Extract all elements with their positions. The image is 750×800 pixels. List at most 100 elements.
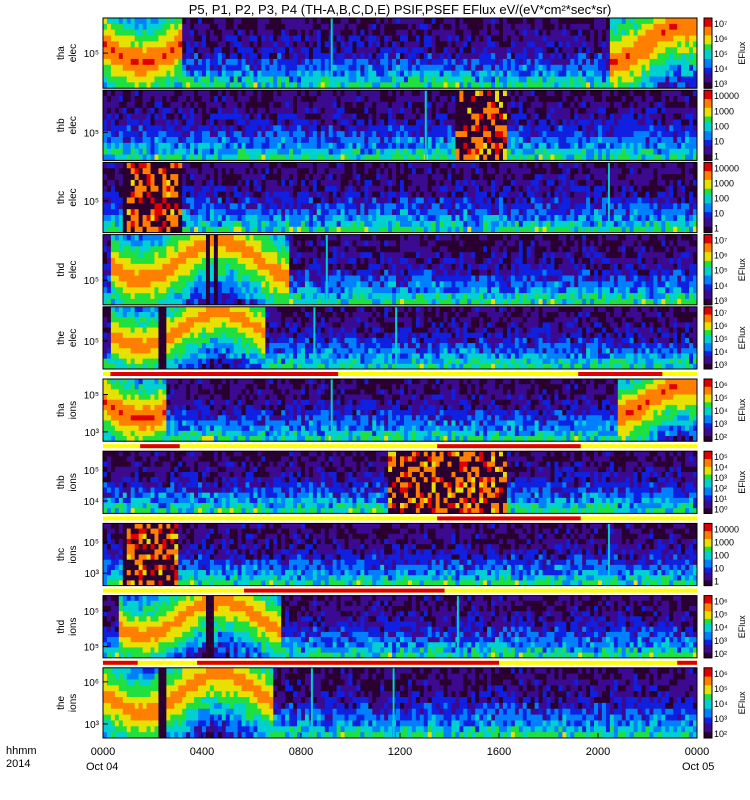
spectrogram-cell bbox=[114, 148, 120, 155]
colorbar-step bbox=[704, 35, 712, 39]
spectrogram-cell bbox=[471, 191, 476, 198]
spectrogram-cell bbox=[142, 29, 147, 36]
spectrogram-cell bbox=[594, 82, 599, 89]
spectrogram-cell bbox=[510, 82, 516, 89]
spectrogram-cell bbox=[269, 96, 274, 103]
spectrogram-cell bbox=[277, 64, 282, 72]
spectrogram-cell bbox=[261, 29, 266, 36]
spectrogram-cell bbox=[126, 58, 132, 66]
spectrogram-cell bbox=[534, 191, 539, 198]
spectrogram-cell bbox=[273, 209, 278, 216]
spectrogram-cell bbox=[411, 162, 417, 169]
spectrogram-cell bbox=[209, 101, 215, 109]
spectrogram-cell bbox=[265, 191, 270, 198]
spectrogram-cell bbox=[205, 58, 211, 66]
spectrogram-cell bbox=[312, 226, 318, 233]
spectrogram-cell bbox=[586, 23, 591, 31]
spectrogram-cell bbox=[689, 18, 694, 25]
spectrogram-cell bbox=[301, 162, 306, 169]
spectrogram-cell bbox=[285, 162, 290, 169]
spectrogram-cell bbox=[194, 58, 199, 66]
spectrogram-cell bbox=[293, 220, 298, 228]
spectrogram-cell bbox=[665, 53, 670, 60]
spectrogram-cell bbox=[582, 96, 587, 103]
spectrogram-cell bbox=[693, 96, 698, 103]
spectrogram-cell bbox=[265, 82, 270, 89]
spectrogram-cell bbox=[439, 96, 444, 103]
spectrogram-cell bbox=[530, 70, 536, 77]
spectrogram-cell bbox=[376, 162, 381, 169]
spectrogram-cell bbox=[301, 137, 306, 144]
spectrogram-cell bbox=[150, 191, 155, 198]
spectrogram-cell bbox=[229, 185, 235, 193]
spectrogram-cell bbox=[170, 64, 175, 72]
spectrogram-cell bbox=[471, 203, 476, 210]
spectrogram-cell bbox=[491, 197, 496, 204]
spectrogram-cell bbox=[233, 53, 239, 60]
spectrogram-cell bbox=[182, 226, 187, 233]
spectrogram-cell bbox=[194, 41, 199, 48]
spectrogram-cell bbox=[253, 131, 258, 138]
spectrogram-cell bbox=[463, 226, 468, 233]
spectrogram-cell bbox=[649, 47, 654, 54]
spectrogram-cell bbox=[174, 168, 179, 175]
spectrogram-cell bbox=[261, 125, 266, 132]
spectrogram-cell bbox=[601, 125, 607, 132]
spectrogram-cell bbox=[487, 18, 492, 25]
spectrogram-cell bbox=[297, 125, 302, 132]
spectrogram-cell bbox=[249, 209, 254, 216]
spectrogram-cell bbox=[285, 226, 290, 233]
spectrogram-cell bbox=[344, 101, 349, 109]
spectrogram-cell bbox=[332, 53, 338, 60]
spectrogram-cell bbox=[570, 142, 575, 150]
spectrogram-cell bbox=[411, 142, 417, 150]
spectrogram-cell bbox=[297, 203, 302, 210]
spectrogram-cell bbox=[217, 101, 223, 109]
spectrogram-cell bbox=[491, 90, 496, 97]
spectrogram-cell bbox=[510, 185, 516, 193]
spectrogram-cell bbox=[324, 191, 330, 198]
spectrogram-cell bbox=[265, 53, 270, 60]
spectrogram-cell bbox=[261, 179, 266, 187]
spectrogram-cell bbox=[605, 154, 611, 161]
spectrogram-cell bbox=[657, 82, 662, 89]
spectrogram-cell bbox=[423, 209, 429, 216]
spectrogram-cell bbox=[233, 215, 239, 222]
spectrogram-cell bbox=[190, 119, 195, 126]
spectrogram-cell bbox=[301, 29, 306, 36]
spectrogram-cell bbox=[158, 101, 163, 109]
spectrogram-cell bbox=[198, 179, 203, 187]
spectrogram-cell bbox=[645, 96, 650, 103]
spectrogram-cell bbox=[209, 209, 215, 216]
spectrogram-cell bbox=[281, 113, 286, 120]
spectrogram-cell bbox=[609, 18, 615, 25]
spectrogram-cell bbox=[340, 197, 345, 204]
spectrogram-cell bbox=[289, 82, 294, 89]
spectrogram-cell bbox=[213, 185, 219, 193]
spectrogram-cell bbox=[202, 209, 207, 216]
spectrogram-cell bbox=[241, 142, 246, 150]
spectrogram-cell bbox=[499, 70, 504, 77]
spectrogram-cell bbox=[570, 82, 575, 89]
spectrogram-cell bbox=[348, 226, 353, 233]
spectrogram-cell bbox=[106, 142, 112, 150]
spectrogram-cell bbox=[542, 53, 547, 60]
spectrogram-cell bbox=[443, 70, 448, 77]
spectrogram-cell bbox=[463, 203, 468, 210]
spectrogram-cell bbox=[586, 35, 591, 42]
spectrogram-cell bbox=[427, 64, 433, 72]
spectrogram-cell bbox=[126, 191, 132, 198]
spectrogram-cell bbox=[297, 209, 302, 216]
spectrogram-cell bbox=[590, 70, 595, 77]
spectrogram-cell bbox=[308, 174, 314, 181]
spectrogram-cell bbox=[665, 29, 670, 36]
spectrogram-cell bbox=[407, 90, 413, 97]
spectrogram-cell bbox=[526, 154, 532, 161]
spectrogram-cell bbox=[194, 82, 199, 89]
spectrogram-cell bbox=[273, 58, 278, 66]
spectrogram-cell bbox=[403, 154, 409, 161]
spectrogram-cell bbox=[202, 215, 207, 222]
spectrogram-cell bbox=[380, 137, 385, 144]
spectrogram-cell bbox=[257, 142, 262, 150]
